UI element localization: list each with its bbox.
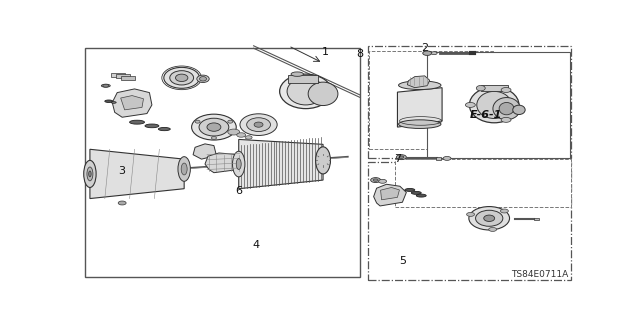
- Ellipse shape: [416, 194, 426, 197]
- Ellipse shape: [89, 171, 91, 177]
- Ellipse shape: [200, 76, 207, 81]
- Circle shape: [379, 179, 387, 183]
- Polygon shape: [288, 75, 318, 83]
- Ellipse shape: [308, 82, 338, 106]
- Polygon shape: [381, 188, 399, 200]
- Text: TS84E0711A: TS84E0711A: [511, 270, 568, 279]
- Bar: [395, 159, 571, 207]
- Ellipse shape: [499, 102, 514, 115]
- Ellipse shape: [399, 120, 441, 128]
- Ellipse shape: [178, 157, 190, 181]
- Ellipse shape: [236, 159, 241, 170]
- Circle shape: [228, 129, 240, 135]
- Text: 7: 7: [394, 154, 401, 164]
- Text: 1: 1: [322, 47, 329, 57]
- Ellipse shape: [175, 74, 188, 82]
- Ellipse shape: [170, 71, 193, 85]
- Polygon shape: [239, 140, 323, 189]
- Circle shape: [465, 102, 476, 108]
- Ellipse shape: [477, 92, 511, 118]
- Text: 2: 2: [421, 43, 428, 53]
- Text: 5: 5: [399, 256, 406, 266]
- Bar: [367, 162, 571, 280]
- Circle shape: [500, 209, 508, 213]
- Polygon shape: [205, 153, 241, 173]
- Circle shape: [237, 133, 246, 137]
- Polygon shape: [193, 144, 216, 159]
- Text: 3: 3: [118, 166, 125, 176]
- Bar: [121, 76, 134, 80]
- Circle shape: [501, 117, 511, 122]
- Ellipse shape: [145, 124, 159, 128]
- Polygon shape: [90, 149, 184, 198]
- Ellipse shape: [211, 136, 216, 140]
- Ellipse shape: [191, 114, 236, 140]
- Ellipse shape: [476, 85, 485, 91]
- Ellipse shape: [129, 120, 145, 124]
- Ellipse shape: [287, 78, 324, 105]
- Ellipse shape: [412, 191, 421, 194]
- Polygon shape: [374, 184, 406, 206]
- Circle shape: [245, 136, 252, 139]
- Bar: [367, 46, 571, 158]
- Ellipse shape: [240, 114, 277, 135]
- Circle shape: [431, 52, 437, 55]
- Ellipse shape: [228, 120, 233, 123]
- Text: 8: 8: [356, 49, 364, 60]
- Text: 4: 4: [253, 240, 260, 250]
- Ellipse shape: [181, 163, 187, 175]
- Polygon shape: [408, 76, 429, 88]
- Polygon shape: [112, 89, 152, 117]
- Bar: [116, 74, 129, 78]
- Circle shape: [118, 201, 126, 205]
- Ellipse shape: [207, 123, 221, 131]
- Ellipse shape: [158, 127, 170, 131]
- Circle shape: [371, 178, 381, 182]
- Ellipse shape: [316, 147, 330, 174]
- Ellipse shape: [513, 105, 525, 115]
- Circle shape: [423, 51, 431, 55]
- Ellipse shape: [291, 72, 303, 76]
- Text: E-6-1: E-6-1: [469, 110, 502, 120]
- Bar: [428, 52, 570, 158]
- Polygon shape: [121, 96, 143, 110]
- Ellipse shape: [197, 75, 209, 83]
- Bar: [369, 51, 493, 149]
- Ellipse shape: [84, 160, 96, 188]
- Ellipse shape: [164, 67, 200, 88]
- Ellipse shape: [469, 207, 509, 230]
- Circle shape: [373, 179, 378, 181]
- Ellipse shape: [469, 87, 519, 123]
- Ellipse shape: [111, 102, 116, 103]
- Ellipse shape: [87, 167, 93, 181]
- Ellipse shape: [195, 120, 200, 123]
- Bar: [85, 48, 360, 277]
- Circle shape: [103, 84, 109, 87]
- Ellipse shape: [254, 122, 263, 127]
- Ellipse shape: [476, 210, 503, 226]
- Text: 6: 6: [236, 186, 242, 196]
- Ellipse shape: [199, 118, 229, 136]
- Ellipse shape: [246, 118, 271, 132]
- Ellipse shape: [484, 215, 495, 221]
- Ellipse shape: [280, 74, 332, 108]
- Polygon shape: [397, 88, 442, 127]
- Bar: [534, 218, 539, 220]
- Ellipse shape: [101, 84, 110, 87]
- Ellipse shape: [493, 98, 520, 120]
- Ellipse shape: [232, 151, 245, 177]
- Ellipse shape: [405, 188, 415, 191]
- Circle shape: [399, 156, 404, 158]
- Ellipse shape: [399, 81, 441, 90]
- Bar: [481, 85, 508, 92]
- Circle shape: [467, 212, 474, 216]
- Circle shape: [443, 156, 451, 160]
- Circle shape: [396, 155, 406, 160]
- Circle shape: [489, 228, 497, 231]
- Circle shape: [501, 88, 511, 92]
- Ellipse shape: [105, 100, 113, 102]
- Bar: [111, 73, 125, 76]
- Bar: [436, 157, 441, 160]
